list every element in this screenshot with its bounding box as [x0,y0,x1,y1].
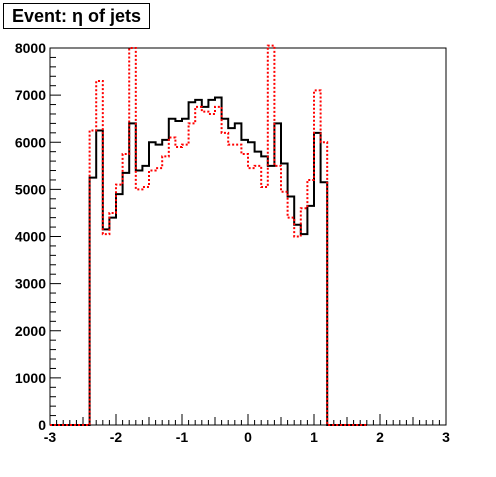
x-tick-label: -3 [44,429,57,445]
histogram-series-dotted [50,44,367,426]
x-tick-label: 1 [310,429,318,445]
y-tick-label: 1000 [15,370,46,386]
series-layer [50,44,367,426]
y-tick-label: 2000 [15,323,46,339]
y-tick-label: 6000 [15,134,46,150]
y-tick-label: 3000 [15,276,46,292]
x-tick-label: 3 [442,429,450,445]
y-tick-label: 4000 [15,229,46,245]
x-tick-label: 2 [376,429,384,445]
y-axis: 0 1000 2000 3000 4000 5000 6000 7000 8000 [15,40,61,433]
plot-frame [49,47,447,426]
histogram-series-solid [50,96,367,426]
y-tick-label: 0 [38,417,46,433]
x-tick-label: -1 [176,429,189,445]
y-tick-label: 7000 [15,87,46,103]
chart-title: Event: η of jets [3,3,151,29]
y-tick-label: 5000 [15,181,46,197]
x-tick-label: 0 [244,429,252,445]
y-tick-label: 8000 [15,40,46,56]
x-axis: -3 -2 -1 0 1 2 3 [44,414,450,445]
x-tick-label: -2 [110,429,123,445]
